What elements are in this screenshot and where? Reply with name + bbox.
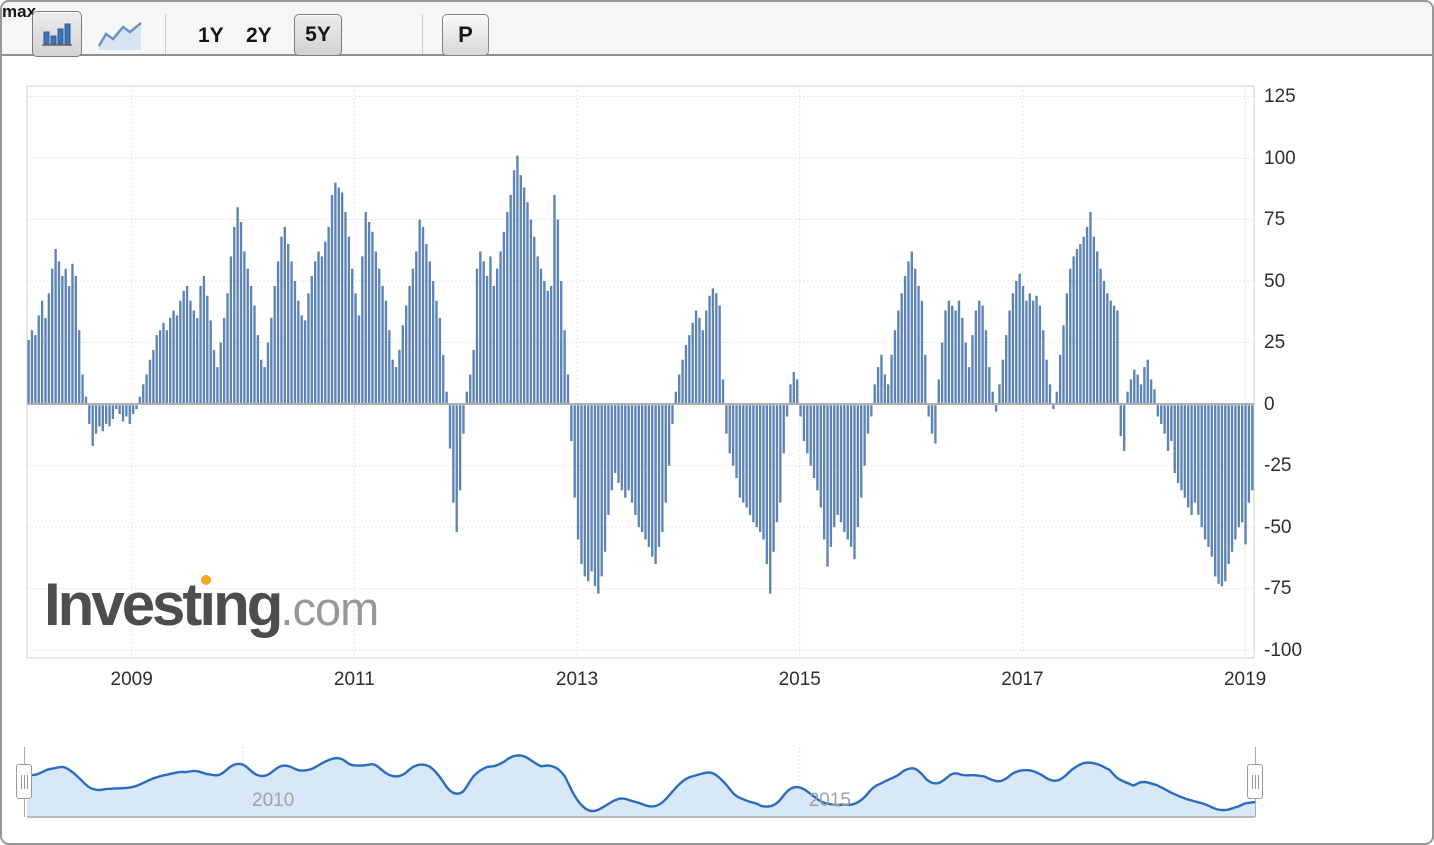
toolbar-separator <box>165 14 166 54</box>
settings-button[interactable]: P <box>442 14 489 56</box>
navigator-right-handle[interactable] <box>1247 764 1263 799</box>
x-axis-tick-label: 2017 <box>1001 669 1044 690</box>
navigator-year-label: 2010 <box>252 790 295 811</box>
navigator-year-label: 2015 <box>808 790 851 811</box>
x-axis-tick-label: 2013 <box>555 669 599 690</box>
range-button-max[interactable]: max <box>2 2 37 21</box>
toolbar-separator <box>422 14 423 54</box>
grip-icon <box>1251 774 1259 789</box>
grip-icon <box>20 774 28 789</box>
x-axis-tick-label: 2009 <box>110 669 153 690</box>
x-axis-tick-label: 2011 <box>333 669 375 690</box>
watermark-suffix: .com <box>280 582 379 635</box>
watermark-brand: Investı ng <box>44 571 283 638</box>
range-button-2y[interactable]: 2Y <box>246 24 272 47</box>
navigator-left-handle[interactable] <box>16 764 32 799</box>
line-chart-type-button[interactable] <box>97 20 143 52</box>
y-axis-tick-label: -25 <box>1264 455 1292 476</box>
y-axis-tick-label: 100 <box>1264 147 1296 169</box>
y-axis-tick-label: 50 <box>1264 270 1286 292</box>
y-axis-tick-label: 125 <box>1264 86 1296 107</box>
bar-chart-icon <box>42 23 72 46</box>
bar-chart-type-button[interactable] <box>32 11 82 57</box>
y-axis-tick-label: -75 <box>1264 578 1292 599</box>
investing-com-watermark: Investı ng.com <box>44 570 379 639</box>
range-button-1y[interactable]: 1Y <box>198 24 224 47</box>
y-axis-tick-label: 25 <box>1264 332 1286 353</box>
y-axis-tick-label: -50 <box>1264 516 1292 538</box>
toolbar: 1Y 2Y 5Y max P <box>2 2 1432 57</box>
x-axis-tick-label: 2015 <box>778 669 821 690</box>
y-axis-tick-label: 0 <box>1264 393 1275 415</box>
y-axis-tick-label: -100 <box>1264 639 1303 661</box>
watermark-orange-dot <box>201 575 212 585</box>
y-axis-tick-label: 75 <box>1264 209 1286 230</box>
x-axis-tick-label: 2019 <box>1223 669 1267 690</box>
range-button-5y[interactable]: 5Y <box>294 14 342 56</box>
